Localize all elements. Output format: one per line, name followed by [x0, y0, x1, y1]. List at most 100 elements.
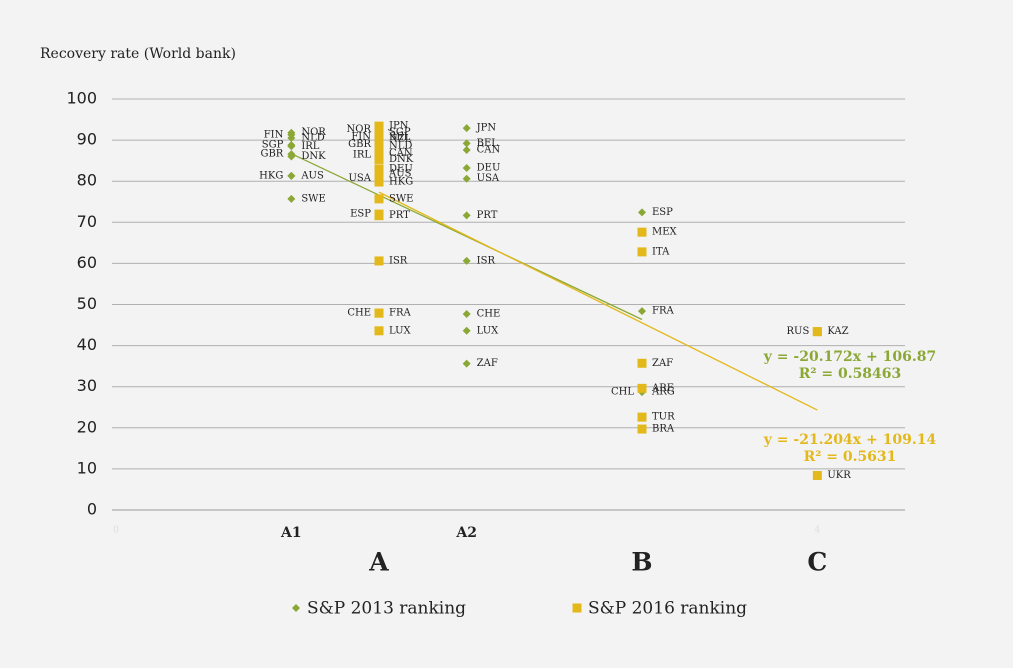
point-label: AUS — [300, 170, 324, 181]
point — [637, 412, 647, 422]
point — [374, 148, 384, 158]
point-label: BEL — [477, 138, 499, 149]
y-tick-label: 70 — [77, 212, 97, 231]
point-label: LUX — [389, 325, 412, 336]
point — [812, 470, 822, 480]
point — [637, 358, 647, 368]
point-label: USA — [349, 173, 372, 184]
point-label: GBR — [260, 149, 283, 160]
point-label: FRA — [652, 306, 674, 317]
legend-marker — [572, 603, 582, 613]
point-label: RUS — [787, 326, 810, 337]
trend-equation: y = -20.172x + 106.87 — [763, 349, 936, 365]
y-tick-label: 60 — [77, 253, 97, 272]
point — [637, 383, 647, 393]
point-label: JPN — [388, 121, 409, 132]
point — [287, 171, 296, 180]
point-label: JPN — [476, 123, 497, 134]
point-label: SGP — [262, 140, 284, 151]
legend-marker — [292, 604, 300, 612]
point — [287, 194, 296, 203]
point-label: SGP — [389, 127, 411, 138]
point-label: ESP — [652, 207, 673, 218]
point-label: ISR — [477, 255, 496, 266]
point-label: LUX — [477, 325, 500, 336]
point-label: DNK — [301, 151, 326, 162]
point-label: CAN — [477, 144, 501, 155]
point — [374, 256, 384, 266]
point — [637, 247, 647, 257]
legend-label: S&P 2016 ranking — [588, 599, 747, 619]
point-label: ISR — [389, 255, 408, 266]
point — [374, 308, 384, 318]
point — [462, 326, 471, 335]
point — [462, 164, 471, 173]
point — [374, 154, 384, 164]
point — [374, 169, 384, 179]
y-axis-title: Recovery rate (World bank) — [40, 46, 236, 62]
point — [462, 211, 471, 220]
point — [462, 309, 471, 318]
point — [462, 174, 471, 183]
point-label: FIN — [264, 129, 284, 140]
point-label: ESP — [350, 209, 371, 220]
y-tick-label: 10 — [77, 458, 97, 477]
x-tick-label: 4 — [814, 526, 820, 536]
point — [374, 127, 384, 137]
y-tick-label: 50 — [77, 294, 97, 313]
point-label: ARG — [651, 387, 675, 398]
point-label: HKG — [389, 177, 413, 188]
y-tick-label: 80 — [77, 171, 97, 190]
point-label: SWE — [389, 193, 413, 204]
point-label: CHL — [611, 387, 634, 398]
point-label: NOR — [347, 124, 372, 135]
point-label: DNK — [389, 154, 414, 165]
point — [374, 211, 384, 221]
point-label: PRT — [477, 210, 498, 221]
group-label: C — [807, 548, 827, 577]
point-label: SWE — [301, 193, 325, 204]
x-tick-label: 0 — [113, 526, 119, 536]
category-label: A1 — [280, 525, 302, 541]
point — [637, 424, 647, 434]
trendline — [378, 191, 818, 411]
point — [374, 134, 384, 144]
y-tick-label: 100 — [66, 89, 97, 108]
y-tick-label: 0 — [87, 500, 97, 519]
point — [287, 134, 296, 143]
point-label: NOR — [301, 127, 326, 138]
point — [462, 124, 471, 133]
trend-r2: R² = 0.58463 — [799, 366, 902, 382]
point — [462, 256, 471, 265]
point-label: ARE — [651, 383, 674, 394]
point — [462, 139, 471, 148]
point — [374, 141, 384, 151]
group-label: B — [631, 548, 652, 577]
point — [462, 145, 471, 154]
point-label: BRA — [652, 424, 675, 435]
point-label: CHE — [477, 308, 501, 319]
point — [287, 152, 296, 161]
point-label: IRL — [353, 149, 371, 160]
point-label: NZL — [389, 133, 412, 144]
point-label: USA — [477, 173, 500, 184]
point-label: BEL — [389, 132, 411, 143]
point — [374, 326, 384, 336]
point — [637, 227, 647, 237]
point-label: IRL — [301, 141, 319, 152]
point-label: FIN — [351, 131, 371, 142]
trend-equation: y = -21.204x + 109.14 — [763, 432, 937, 448]
point-label: UKR — [827, 470, 851, 481]
point — [638, 307, 646, 316]
point — [812, 327, 822, 337]
point-label: NLD — [301, 133, 324, 144]
y-tick-label: 20 — [77, 417, 97, 436]
point-label: AUS — [388, 168, 412, 179]
point-label: CAN — [389, 148, 413, 159]
trendline — [291, 153, 643, 321]
point — [374, 177, 384, 187]
point-label: DEU — [477, 163, 501, 174]
point — [462, 359, 471, 368]
point-label: ITA — [652, 246, 670, 257]
